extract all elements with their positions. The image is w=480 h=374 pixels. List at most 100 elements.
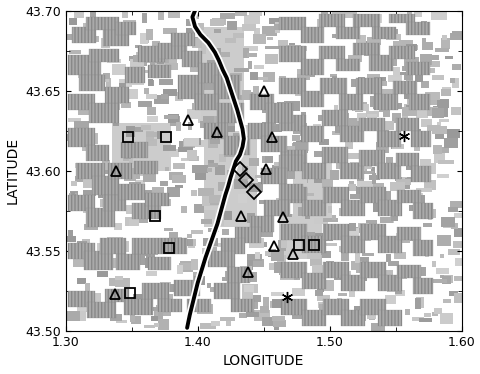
Bar <box>356 175 363 181</box>
Bar <box>84 224 98 230</box>
Bar <box>378 202 384 206</box>
Bar <box>68 94 95 110</box>
Bar <box>376 131 400 147</box>
Bar <box>85 208 114 227</box>
Bar <box>360 88 372 92</box>
Bar <box>279 152 283 157</box>
Bar <box>354 163 366 172</box>
Bar <box>365 111 378 117</box>
Bar <box>326 181 331 190</box>
Bar <box>410 166 431 182</box>
Bar <box>381 239 390 246</box>
Bar <box>380 321 384 331</box>
Bar <box>209 196 220 205</box>
Bar <box>96 311 108 317</box>
Bar <box>371 167 374 174</box>
Bar <box>105 88 129 104</box>
Bar <box>388 14 415 23</box>
Bar <box>131 316 140 324</box>
Bar <box>247 123 271 139</box>
Bar <box>223 87 238 95</box>
Bar <box>193 24 203 32</box>
Bar <box>366 37 381 45</box>
Bar <box>224 135 250 155</box>
Bar <box>389 183 404 191</box>
Bar <box>330 15 336 22</box>
Bar <box>279 78 305 94</box>
Bar <box>247 61 252 69</box>
Bar <box>274 327 279 330</box>
Bar <box>280 299 307 315</box>
Bar <box>438 147 447 153</box>
Bar <box>146 28 152 40</box>
Bar <box>331 131 340 135</box>
Bar <box>363 41 378 48</box>
Bar <box>388 46 415 59</box>
Bar <box>439 254 443 258</box>
Bar <box>105 88 129 104</box>
Bar <box>100 238 126 254</box>
Bar <box>266 145 280 148</box>
Bar <box>288 272 300 276</box>
Bar <box>358 150 384 166</box>
Bar <box>378 310 401 326</box>
Bar <box>187 299 210 312</box>
Bar <box>326 52 334 59</box>
Bar <box>68 94 95 110</box>
Bar <box>246 213 254 223</box>
Bar <box>247 227 251 235</box>
Bar <box>301 200 325 216</box>
Bar <box>247 123 271 139</box>
Bar <box>353 14 379 27</box>
Bar <box>321 110 348 126</box>
Bar <box>292 233 304 241</box>
Bar <box>304 61 316 65</box>
Bar <box>359 224 385 240</box>
Bar <box>111 166 116 172</box>
Bar <box>443 275 452 283</box>
Bar <box>155 246 160 252</box>
Bar <box>183 139 194 148</box>
Bar <box>374 81 386 86</box>
Bar <box>358 181 372 187</box>
Bar <box>71 181 77 186</box>
Bar <box>405 62 429 75</box>
Bar <box>78 312 86 321</box>
Bar <box>288 43 295 51</box>
Bar <box>75 202 87 211</box>
Bar <box>298 77 303 82</box>
Bar <box>442 87 450 95</box>
Bar <box>134 161 158 174</box>
Bar <box>245 160 255 167</box>
Bar <box>204 131 256 227</box>
Bar <box>301 273 325 289</box>
Bar <box>256 242 267 247</box>
Bar <box>120 197 125 200</box>
Bar <box>312 266 324 274</box>
Bar <box>189 156 198 161</box>
Bar <box>206 259 220 263</box>
Bar <box>265 139 276 146</box>
Bar <box>273 169 287 175</box>
Bar <box>123 299 153 315</box>
Bar <box>263 297 268 308</box>
Bar <box>73 140 83 144</box>
Bar <box>374 94 397 110</box>
Bar <box>226 267 250 283</box>
Bar <box>168 8 180 18</box>
Bar <box>341 275 364 291</box>
Bar <box>172 163 185 169</box>
Bar <box>225 271 232 280</box>
Bar <box>129 182 141 189</box>
Bar <box>68 55 101 75</box>
Bar <box>335 113 348 121</box>
Bar <box>412 278 432 294</box>
Bar <box>300 27 324 43</box>
Bar <box>336 59 359 71</box>
Bar <box>153 307 165 311</box>
Bar <box>131 168 139 178</box>
Bar <box>157 297 165 305</box>
Bar <box>93 254 106 261</box>
Bar <box>157 319 168 330</box>
Bar <box>107 59 121 63</box>
